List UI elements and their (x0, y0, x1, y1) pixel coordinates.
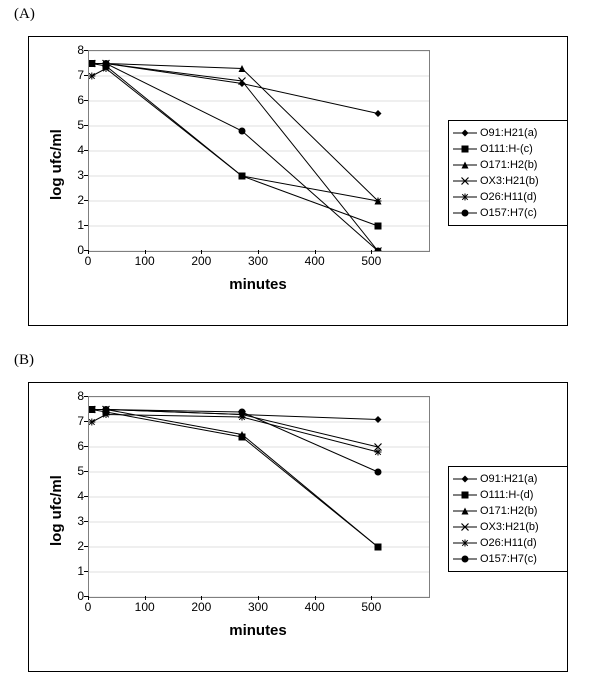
xtick: 500 (351, 254, 391, 268)
legend-label: O157:H7(c) (480, 553, 537, 565)
ytick: 8 (60, 43, 84, 57)
legend-item: O157:H7(c) (453, 551, 563, 567)
legend-item: OX3:H21(b) (453, 519, 563, 535)
legend-label: O157:H7(c) (480, 207, 537, 219)
legend-item: O157:H7(c) (453, 205, 563, 221)
legend-item: O91:H21(a) (453, 471, 563, 487)
legend-label: OX3:H21(b) (480, 175, 539, 187)
xtick: 100 (125, 600, 165, 614)
panel-a-legend: O91:H21(a) O111:H-(c) O171:H2(b) OX3:H21… (448, 120, 568, 226)
legend-marker-icon (453, 175, 477, 187)
panel-a-ylabel: log ufc/ml (48, 129, 65, 200)
legend-label: O26:H11(d) (480, 191, 537, 203)
legend-item: O91:H21(a) (453, 125, 563, 141)
ytick: 6 (60, 439, 84, 453)
legend-label: O26:H11(d) (480, 537, 537, 549)
legend-label: O91:H21(a) (480, 127, 537, 139)
xtick: 400 (295, 600, 335, 614)
legend-item: O111:H-(d) (453, 487, 563, 503)
legend-label: OX3:H21(b) (480, 521, 539, 533)
panel-a-label: (A) (14, 6, 35, 23)
legend-marker-icon (453, 143, 477, 155)
xtick: 0 (68, 600, 108, 614)
panel-b-legend: O91:H21(a) O111:H-(d) O171:H2(b) OX3:H21… (448, 466, 568, 572)
legend-item: O171:H2(b) (453, 503, 563, 519)
xtick: 400 (295, 254, 335, 268)
legend-label: O171:H2(b) (480, 505, 537, 517)
legend-label: O111:H-(d) (480, 489, 533, 501)
ytick: 7 (60, 414, 84, 428)
legend-marker-icon (453, 521, 477, 533)
panel-b-label: (B) (14, 352, 34, 369)
legend-label: O171:H2(b) (480, 159, 537, 171)
panel-a-xlabel: minutes (88, 276, 428, 293)
xtick: 300 (238, 254, 278, 268)
legend-marker-icon (453, 505, 477, 517)
legend-marker-icon (453, 489, 477, 501)
panel-b-ylabel: log ufc/ml (48, 475, 65, 546)
legend-item: O171:H2(b) (453, 157, 563, 173)
ytick: 8 (60, 389, 84, 403)
legend-marker-icon (453, 159, 477, 171)
xtick: 100 (125, 254, 165, 268)
panel-b-plot (88, 396, 430, 598)
legend-marker-icon (453, 473, 477, 485)
legend-marker-icon (453, 207, 477, 219)
xtick: 200 (181, 254, 221, 268)
legend-marker-icon (453, 537, 477, 549)
panel-a-plot (88, 50, 430, 252)
xtick: 300 (238, 600, 278, 614)
legend-item: O26:H11(d) (453, 189, 563, 205)
legend-marker-icon (453, 553, 477, 565)
xtick: 500 (351, 600, 391, 614)
legend-marker-icon (453, 127, 477, 139)
legend-marker-icon (453, 191, 477, 203)
ytick: 7 (60, 68, 84, 82)
xtick: 0 (68, 254, 108, 268)
ytick: 1 (60, 218, 84, 232)
panel-b-xlabel: minutes (88, 622, 428, 639)
legend-label: O111:H-(c) (480, 143, 533, 155)
legend-label: O91:H21(a) (480, 473, 537, 485)
legend-item: O26:H11(d) (453, 535, 563, 551)
ytick: 1 (60, 564, 84, 578)
xtick: 200 (181, 600, 221, 614)
ytick: 6 (60, 93, 84, 107)
legend-item: OX3:H21(b) (453, 173, 563, 189)
legend-item: O111:H-(c) (453, 141, 563, 157)
figure-page: { "panels": { "A": { "label": "(A)", "la… (0, 0, 600, 694)
